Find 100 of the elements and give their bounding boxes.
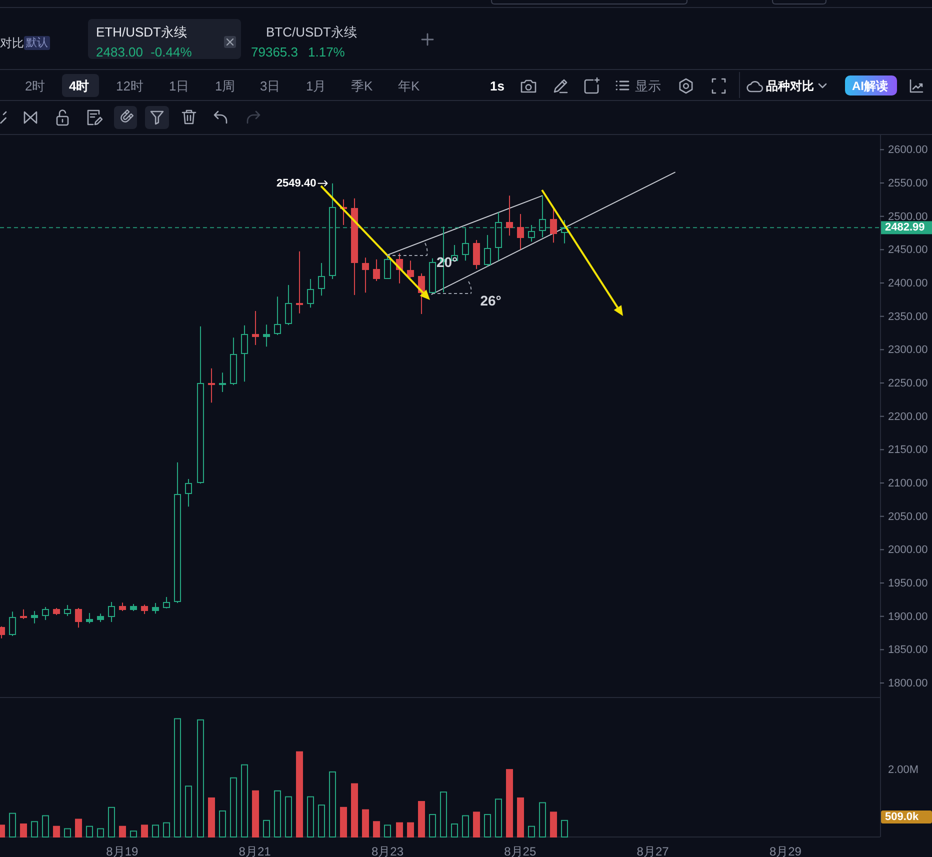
y-tick-label: 1950.00 [888, 578, 928, 590]
candlestick [64, 604, 71, 616]
text: 2.00M [888, 764, 919, 776]
text: 1s [490, 78, 504, 94]
bar [318, 804, 325, 838]
bar [429, 814, 436, 838]
y-tick-label: 2050.00 [888, 510, 928, 523]
candlestick [373, 258, 380, 282]
bar [561, 820, 568, 838]
candlestick [285, 284, 292, 326]
candlestick [9, 611, 16, 636]
bar [208, 797, 215, 838]
bar [119, 826, 126, 838]
candlestick [130, 604, 137, 612]
bar [252, 790, 259, 838]
candlestick [351, 198, 358, 296]
candlestick [119, 602, 126, 612]
candlestick [141, 604, 148, 614]
text: 2时 [25, 78, 46, 94]
candlestick [97, 613, 104, 622]
y-tick-label: 2000.00 [888, 544, 928, 556]
y-tick-label: 2450.00 [888, 244, 928, 256]
chart-subtitle: 2483.00 -0.44% [96, 44, 192, 60]
text: 显示 [635, 78, 661, 94]
bar [97, 828, 104, 838]
bar [53, 826, 60, 838]
y-tick-label: 2150.00 [888, 444, 928, 456]
bar [462, 815, 469, 838]
bar [219, 810, 226, 838]
bar [230, 777, 237, 838]
x-tick-label: 8月27 [636, 844, 670, 857]
y-tick-label: 2550.00 [888, 178, 928, 190]
candlestick [185, 478, 192, 508]
candlestick [384, 254, 391, 280]
bar [185, 786, 192, 838]
candlestick [307, 278, 314, 308]
annotation: 26° [480, 292, 502, 308]
candlestick [20, 608, 27, 620]
candlestick [318, 262, 325, 296]
x-tick-label: 8月29 [769, 844, 802, 857]
bar [152, 824, 159, 838]
candlestick [53, 608, 60, 616]
x-tick-label: 8月25 [504, 844, 536, 857]
bar [130, 830, 137, 838]
text: 年K [398, 78, 420, 94]
x-tick-label: 8月23 [371, 844, 404, 857]
y-tick-label: 1900.00 [888, 610, 928, 623]
bar [484, 814, 491, 838]
bar [75, 818, 82, 838]
candlestick [86, 612, 93, 624]
candlestick [197, 326, 204, 484]
candlestick [263, 324, 270, 348]
bar [517, 797, 524, 838]
bar [407, 822, 414, 838]
candlestick [340, 198, 347, 226]
text: 1.17% [308, 44, 346, 60]
candlestick [241, 324, 248, 382]
bar [550, 812, 557, 838]
candlestick [362, 257, 369, 294]
bar [539, 802, 546, 838]
candlestick [152, 602, 159, 614]
annotation: 2549.40 [276, 177, 316, 190]
bar [197, 719, 204, 838]
bar [384, 824, 391, 838]
bar [307, 796, 314, 838]
x-tick-label: 8月21 [238, 844, 272, 857]
text: 12时 [116, 78, 144, 94]
y-tick-label: 2350.00 [888, 310, 928, 323]
candlestick [230, 337, 237, 386]
candlestick [108, 602, 115, 622]
bar [451, 823, 458, 838]
y-tick-label: 2100.00 [888, 478, 928, 490]
text: 509.0k [885, 811, 920, 823]
y-tick-label: 2600.00 [888, 144, 928, 156]
bar [506, 769, 513, 838]
bar [473, 812, 480, 838]
bar [108, 806, 115, 838]
bar [86, 826, 93, 838]
text: BTC/USDT永续 [266, 24, 357, 40]
text: 4时 [69, 78, 90, 94]
candlestick [517, 214, 524, 250]
bar [163, 822, 170, 838]
text: AI解读 [852, 79, 888, 93]
candlestick [506, 195, 513, 236]
candlestick [42, 606, 49, 620]
y-tick-label: 2300.00 [888, 344, 928, 356]
bar [495, 798, 502, 838]
y-tick-label: 1850.00 [888, 644, 928, 656]
bar [285, 796, 292, 838]
candlestick [163, 596, 170, 609]
candlestick [550, 208, 557, 244]
bar [64, 828, 71, 838]
text: 1月 [306, 78, 326, 94]
bar [174, 718, 181, 838]
candlestick [219, 372, 226, 392]
candlestick [252, 310, 259, 346]
candlestick [407, 260, 414, 278]
candlestick [75, 608, 82, 628]
bar [396, 822, 403, 838]
candlestick [174, 462, 181, 604]
